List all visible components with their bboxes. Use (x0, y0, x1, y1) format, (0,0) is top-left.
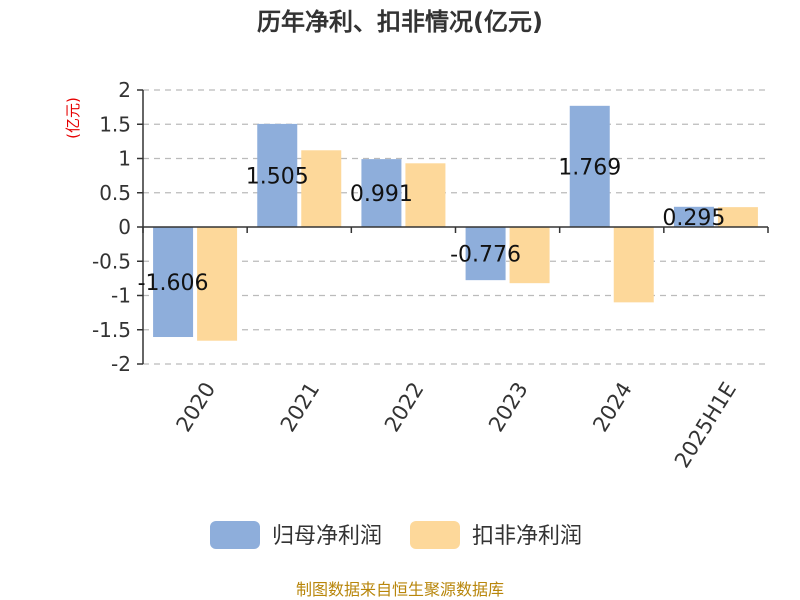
bars (153, 105, 758, 341)
y-tick-label: 0 (118, 215, 131, 239)
bar-deducted-profit-2022 (405, 163, 446, 227)
data-labels: -1.606 1.505 0.991 -0.776 1.769 0.295 (138, 155, 726, 296)
y-tick-label: 1 (118, 147, 131, 171)
data-label: 0.295 (662, 206, 725, 231)
chart-title: 历年净利、扣非情况(亿元) (257, 8, 543, 36)
bar-deducted-profit-2020 (197, 227, 238, 341)
bar-net-profit-2022 (361, 159, 402, 227)
x-tick-label: 2021 (276, 378, 325, 436)
y-tick-label: 2 (118, 78, 131, 102)
legend-swatch (410, 521, 460, 549)
data-label: 0.991 (350, 182, 413, 207)
bar-deducted-profit-2023 (509, 227, 550, 284)
legend: 归母净利润 扣非净利润 (210, 521, 582, 549)
source-note: 制图数据来自恒生聚源数据库 (296, 580, 504, 599)
bar-deducted-profit-2025H1E (717, 207, 758, 227)
y-axis-label: (亿元) (64, 97, 82, 139)
bar-net-profit-2023 (465, 227, 506, 281)
legend-label: 扣非净利润 (472, 524, 582, 549)
x-tick-label: 2023 (484, 378, 533, 436)
y-tick-label: 1.5 (99, 112, 131, 136)
bar-deducted-profit-2024 (613, 227, 654, 303)
legend-swatch (210, 521, 260, 549)
y-tick-label: -1.5 (92, 318, 131, 342)
bar-net-profit-2025H1E (673, 206, 714, 227)
x-tick-label: 2022 (380, 378, 429, 436)
grid-lines (143, 89, 768, 365)
y-tick-label: -2 (111, 352, 131, 376)
data-label: -0.776 (450, 243, 521, 268)
data-label: 1.505 (246, 164, 309, 189)
data-label: -1.606 (138, 271, 209, 296)
bar-net-profit-2021 (257, 123, 298, 227)
legend-label: 归母净利润 (272, 524, 382, 549)
bar-deducted-profit-2021 (301, 150, 342, 227)
x-tick-label: 2024 (588, 378, 637, 436)
bar-net-profit-2024 (569, 105, 610, 227)
y-tick-label: 0.5 (99, 181, 131, 205)
data-label: 1.769 (558, 155, 621, 180)
bar-net-profit-2020 (153, 227, 194, 338)
x-tick-label: 2020 (172, 378, 221, 436)
y-tick-label: -1 (111, 284, 131, 308)
x-tick-label: 2025H1E (670, 378, 741, 472)
y-tick-label: -0.5 (92, 249, 131, 273)
